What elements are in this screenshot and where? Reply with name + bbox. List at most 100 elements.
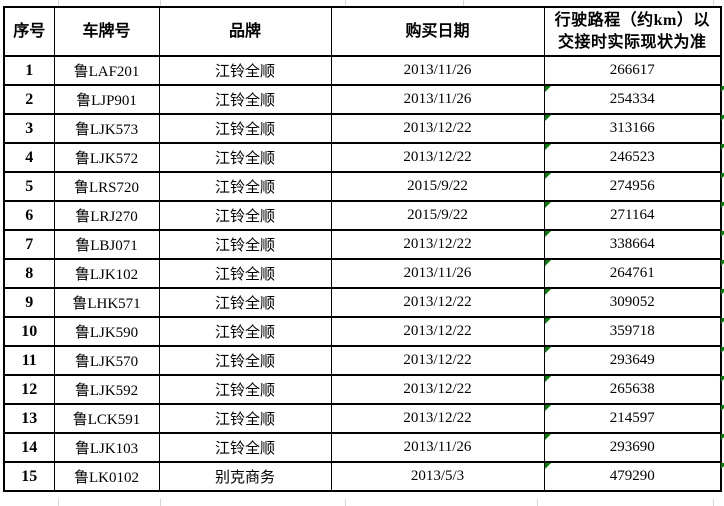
header-date[interactable]: 购买日期 [330,6,545,57]
cell-mileage[interactable]: 246523 [543,142,722,173]
cell-date[interactable]: 2015/9/22 [330,200,545,231]
gridline-stub [345,0,346,6]
error-indicator-icon [545,319,551,324]
cell-brand[interactable]: 江铃全顺 [158,113,332,144]
header-index[interactable]: 序号 [3,6,55,57]
cell-date[interactable]: 2013/12/22 [330,316,545,347]
cell-index[interactable]: 10 [3,316,55,347]
cell-plate[interactable]: 鲁LJP901 [53,84,160,115]
header-mileage[interactable]: 行驶路程（约km）以 交接时实际现状为准 [543,6,722,57]
cell-plate[interactable]: 鲁LJK570 [53,345,160,376]
header-brand[interactable]: 品牌 [158,6,332,57]
error-indicator-icon [545,232,551,237]
cell-mileage[interactable]: 313166 [543,113,722,144]
table-row: 6 鲁LRJ270 江铃全顺 2015/9/22 271164 [3,200,722,231]
error-indicator-icon [545,290,551,295]
cell-date[interactable]: 2013/12/22 [330,287,545,318]
cell-plate[interactable]: 鲁LBJ071 [53,229,160,260]
cropped-cell-error-indicator-icon [721,202,724,208]
cell-mileage[interactable]: 254334 [543,84,722,115]
table-row: 12 鲁LJK592 江铃全顺 2013/12/22 265638 [3,374,722,405]
cell-mileage[interactable]: 214597 [543,403,722,434]
cell-date[interactable]: 2013/12/22 [330,113,545,144]
cell-mileage[interactable]: 293649 [543,345,722,376]
error-indicator-icon [545,464,551,469]
cell-brand[interactable]: 江铃全顺 [158,374,332,405]
cell-date[interactable]: 2013/12/22 [330,374,545,405]
cell-index[interactable]: 6 [3,200,55,231]
cell-mileage[interactable]: 338664 [543,229,722,260]
cell-plate[interactable]: 鲁LHK571 [53,287,160,318]
cell-plate[interactable]: 鲁LRJ270 [53,200,160,231]
cell-plate[interactable]: 鲁LJK573 [53,113,160,144]
error-indicator-icon [545,377,551,382]
cell-index[interactable]: 9 [3,287,55,318]
cell-brand[interactable]: 江铃全顺 [158,142,332,173]
cell-date[interactable]: 2013/11/26 [330,432,545,463]
mileage-value: 309052 [609,294,655,310]
mileage-value: 214597 [609,410,655,426]
cell-plate[interactable]: 鲁LJK592 [53,374,160,405]
cell-mileage[interactable]: 266617 [543,55,722,86]
error-indicator-icon [545,406,551,411]
cell-plate[interactable]: 鲁LJK590 [53,316,160,347]
cell-brand[interactable]: 江铃全顺 [158,316,332,347]
cell-plate[interactable]: 鲁LAF201 [53,55,160,86]
cell-brand[interactable]: 江铃全顺 [158,287,332,318]
mileage-value: 479290 [609,468,655,484]
cell-mileage[interactable]: 479290 [543,461,722,492]
cell-index[interactable]: 12 [3,374,55,405]
cell-brand[interactable]: 江铃全顺 [158,258,332,289]
cell-index[interactable]: 4 [3,142,55,173]
cell-plate[interactable]: 鲁LJK103 [53,432,160,463]
cell-plate[interactable]: 鲁LJK102 [53,258,160,289]
cell-index[interactable]: 14 [3,432,55,463]
cell-date[interactable]: 2015/9/22 [330,171,545,202]
cell-mileage[interactable]: 265638 [543,374,722,405]
cell-date[interactable]: 2013/12/22 [330,345,545,376]
cell-mileage[interactable]: 359718 [543,316,722,347]
cell-index[interactable]: 11 [3,345,55,376]
cell-plate[interactable]: 鲁LJK572 [53,142,160,173]
cell-index[interactable]: 7 [3,229,55,260]
cell-index[interactable]: 15 [3,461,55,492]
cell-mileage[interactable]: 271164 [543,200,722,231]
cell-index[interactable]: 13 [3,403,55,434]
cell-index[interactable]: 2 [3,84,55,115]
cell-index[interactable]: 3 [3,113,55,144]
cell-date[interactable]: 2013/11/26 [330,258,545,289]
cell-date[interactable]: 2013/12/22 [330,403,545,434]
cropped-cell-error-indicator-icon [721,144,724,150]
cell-mileage[interactable]: 274956 [543,171,722,202]
header-plate[interactable]: 车牌号 [53,6,160,57]
cell-index[interactable]: 5 [3,171,55,202]
error-indicator-icon [545,261,551,266]
cell-mileage[interactable]: 293690 [543,432,722,463]
cell-plate[interactable]: 鲁LK0102 [53,461,160,492]
cell-mileage[interactable]: 309052 [543,287,722,318]
cell-mileage[interactable]: 264761 [543,258,722,289]
cell-plate[interactable]: 鲁LCK591 [53,403,160,434]
table-row: 15 鲁LK0102 别克商务 2013/5/3 479290 [3,461,722,492]
cell-plate[interactable]: 鲁LRS720 [53,171,160,202]
cell-brand[interactable]: 江铃全顺 [158,84,332,115]
cell-brand[interactable]: 江铃全顺 [158,229,332,260]
gridline-stub [345,499,346,506]
cell-date[interactable]: 2013/12/22 [330,229,545,260]
cell-index[interactable]: 8 [3,258,55,289]
mileage-value: 246523 [609,149,655,165]
cell-brand[interactable]: 江铃全顺 [158,432,332,463]
cell-brand[interactable]: 江铃全顺 [158,55,332,86]
cell-brand[interactable]: 江铃全顺 [158,200,332,231]
cropped-cell-error-indicator-icon [721,347,724,353]
cell-date[interactable]: 2013/11/26 [330,55,545,86]
cell-brand[interactable]: 江铃全顺 [158,403,332,434]
cell-index[interactable]: 1 [3,55,55,86]
table-row: 10 鲁LJK590 江铃全顺 2013/12/22 359718 [3,316,722,347]
cell-brand[interactable]: 江铃全顺 [158,171,332,202]
cell-brand[interactable]: 别克商务 [158,461,332,492]
cell-date[interactable]: 2013/11/26 [330,84,545,115]
cell-brand[interactable]: 江铃全顺 [158,345,332,376]
cell-date[interactable]: 2013/12/22 [330,142,545,173]
cell-date[interactable]: 2013/5/3 [330,461,545,492]
